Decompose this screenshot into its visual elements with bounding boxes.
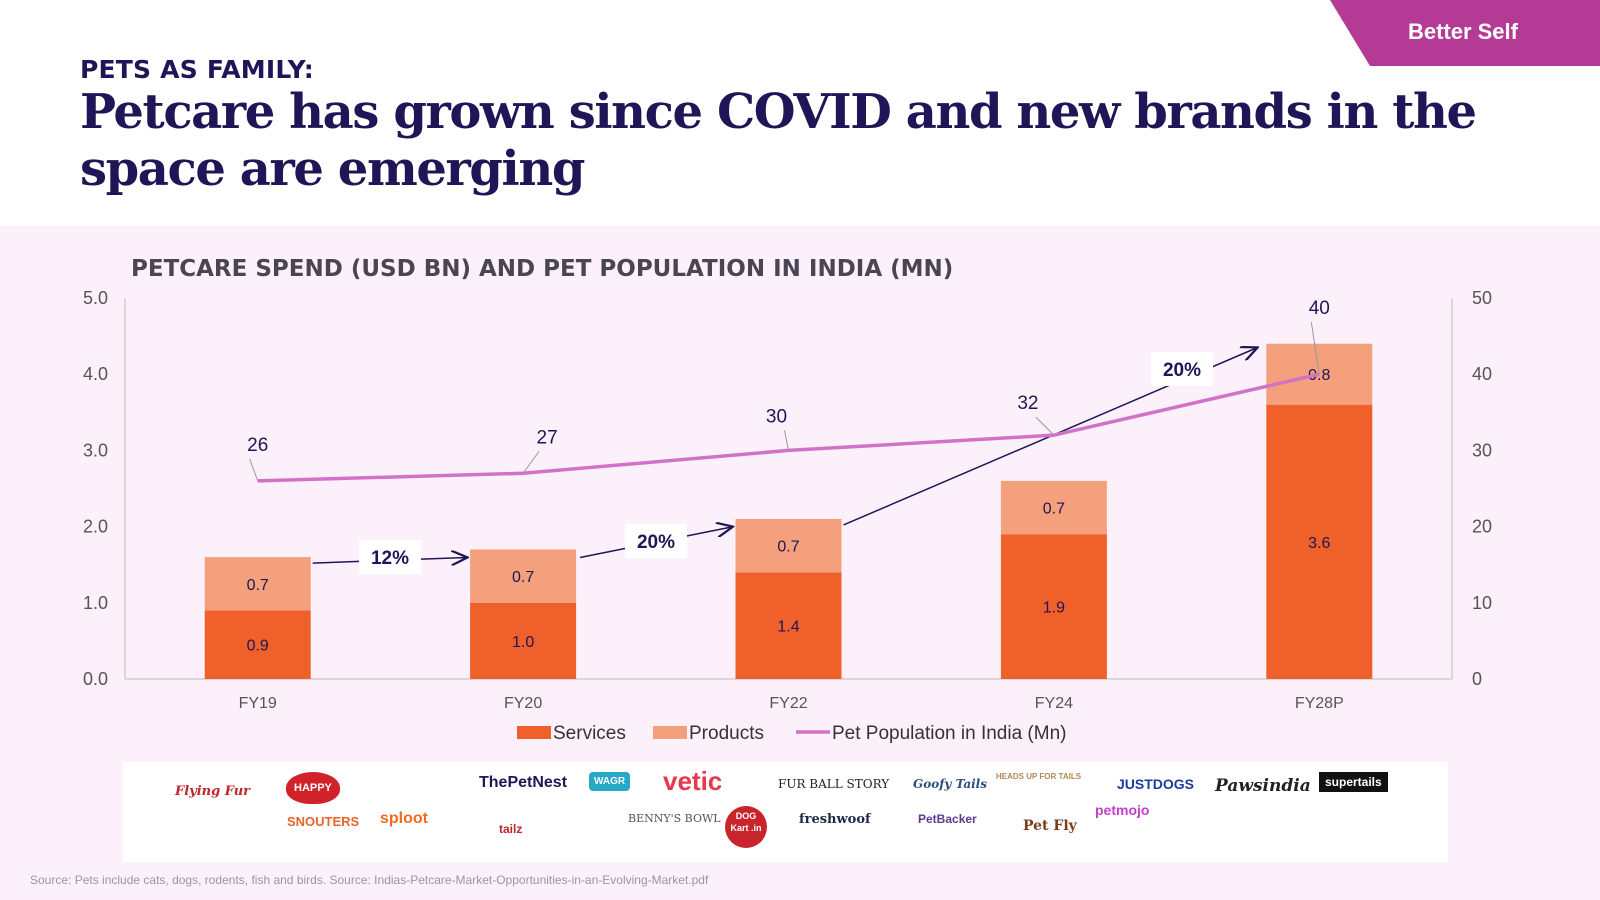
- cagr-label-box: [1151, 352, 1213, 386]
- bar-services: [735, 572, 842, 679]
- brand-logo: Pawsindia: [1215, 776, 1311, 796]
- population-line-path: [257, 372, 1320, 483]
- cagr-label: 20%: [1163, 360, 1201, 381]
- cagr-label: 20%: [637, 532, 675, 553]
- petcare-chart: 0.0 1.0 2.0 3.0 4.0 5.0 0 10 20 30 40 50 FY19 FY20 FY2…: [83, 288, 1492, 744]
- services-value-label: 1.0: [512, 634, 534, 651]
- brand-logo: freshwoof: [799, 812, 871, 827]
- bar-products: [204, 557, 311, 611]
- better-self-label: Better Self: [1407, 19, 1518, 44]
- right-tick-label: 50: [1472, 288, 1492, 308]
- bars: 0.90.71.00.71.40.71.90.73.60.8: [204, 343, 1373, 679]
- left-tick-label: 4.0: [83, 364, 108, 384]
- products-value-label: 0.7: [1043, 501, 1065, 518]
- population-value-label: 27: [537, 427, 558, 448]
- left-tick-label: 3.0: [83, 440, 108, 460]
- brand-logo: DOG Kart .in: [725, 806, 767, 848]
- legend-label-population: Pet Population in India (Mn): [832, 723, 1066, 744]
- brand-logo: vetic: [663, 766, 723, 796]
- left-tick-label: 0.0: [83, 669, 108, 689]
- population-line: 26 27 30 32 40: [247, 298, 1330, 483]
- legend-label-products: Products: [689, 723, 764, 744]
- bar-services: [1266, 404, 1373, 679]
- brand-logo: supertails: [1319, 772, 1388, 792]
- cagr-label-box: [359, 540, 421, 574]
- brand-logo: BENNY'S BOWL: [628, 812, 721, 825]
- population-value-label: 30: [766, 406, 787, 427]
- left-tick-label: 1.0: [83, 593, 108, 613]
- brand-logo: JUSTDOGS: [1117, 776, 1195, 792]
- right-tick-label: 20: [1472, 517, 1492, 537]
- brand-logo: HAPPY: [286, 772, 340, 804]
- bar-products: [735, 518, 842, 573]
- brand-logo: petmojo: [1095, 802, 1150, 818]
- products-value-label: 0.7: [247, 577, 269, 594]
- services-value-label: 0.9: [247, 638, 269, 655]
- brand-logo: Pet Fly: [1023, 818, 1077, 834]
- brand-logo: HEADS UP FOR TAILS: [996, 772, 1082, 781]
- brand-logo-strip: Flying Fur HAPPY ThePetNest WAGR vetic F…: [123, 762, 1448, 862]
- brand-logo: Goofy Tails: [913, 777, 987, 791]
- right-tick-label: 10: [1472, 593, 1492, 613]
- better-self-tag: [1330, 0, 1600, 66]
- right-tick-label: 0: [1472, 669, 1482, 689]
- legend-label-services: Services: [553, 723, 626, 744]
- bar-products: [470, 549, 577, 603]
- cagr-arrows: 12% 20% 20%: [312, 348, 1257, 574]
- chart-title: PETCARE SPEND (USD BN) AND PET POPULATIO…: [131, 256, 954, 282]
- services-value-label: 1.4: [777, 619, 799, 636]
- brand-logo: ThePetNest: [479, 774, 568, 791]
- population-value-label: 32: [1017, 393, 1038, 414]
- population-leader-line: [522, 450, 540, 474]
- category-label: FY28P: [1295, 695, 1344, 712]
- brand-logo: sploot: [380, 810, 428, 827]
- legend: Services Products Pet Population in India …: [517, 723, 1066, 744]
- population-leader-line: [1310, 322, 1320, 375]
- bar-products: [1000, 480, 1107, 535]
- brand-logo: PetBacker: [918, 812, 977, 826]
- category-label: FY22: [769, 695, 807, 712]
- services-value-label: 1.9: [1043, 600, 1065, 617]
- population-value-label: 40: [1309, 298, 1330, 319]
- bar-services: [470, 602, 577, 679]
- brand-logo: FUR BALL STORY: [778, 777, 890, 791]
- products-value-label: 0.7: [512, 569, 534, 586]
- category-label: FY24: [1035, 695, 1073, 712]
- left-tick-label: 5.0: [83, 288, 108, 308]
- population-leader-line: [1035, 416, 1055, 436]
- section-kicker: PETS AS FAMILY:: [80, 55, 314, 84]
- bar-services: [1000, 534, 1107, 679]
- legend-swatch-services: [517, 726, 551, 739]
- products-value-label: 0.7: [777, 539, 799, 556]
- brand-logo: Flying Fur: [175, 784, 251, 799]
- category-label: FY19: [239, 695, 277, 712]
- legend-swatch-products: [653, 726, 687, 739]
- category-label: FY20: [504, 695, 542, 712]
- axes: 0.0 1.0 2.0 3.0 4.0 5.0 0 10 20 30 40 50 FY19 FY20 FY2…: [83, 288, 1492, 712]
- left-tick-label: 2.0: [83, 517, 108, 537]
- cagr-label: 12%: [371, 548, 409, 569]
- page-headline: Petcare has grown since COVID and new br…: [80, 84, 1477, 197]
- source-note: Source: Pets include cats, dogs, rodents…: [30, 873, 709, 887]
- cagr-label-box: [625, 524, 687, 558]
- right-tick-label: 40: [1472, 364, 1492, 384]
- population-value-label: 26: [247, 435, 268, 456]
- brand-logo: tailz: [499, 822, 523, 836]
- right-tick-label: 30: [1472, 440, 1492, 460]
- population-leader-line: [249, 458, 259, 482]
- population-leader-line: [784, 430, 789, 451]
- services-value-label: 3.6: [1308, 535, 1330, 552]
- brand-logo: SNOUTERS: [287, 814, 360, 829]
- bar-services: [204, 610, 311, 679]
- brand-logo: WAGR: [589, 772, 631, 791]
